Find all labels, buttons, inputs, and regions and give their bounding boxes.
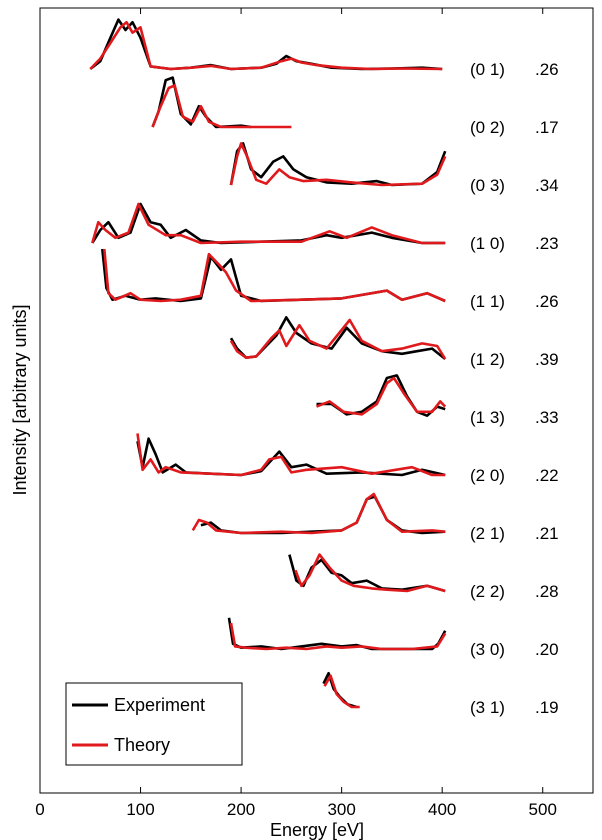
theory-curve <box>103 248 446 303</box>
beam-label: (3 0) <box>470 640 505 659</box>
rfactor-label: .34 <box>535 176 559 195</box>
experiment-curve <box>288 554 446 593</box>
legend-label-theory: Theory <box>114 735 170 755</box>
experiment-curve <box>227 617 447 651</box>
beam-label: (1 2) <box>470 350 505 369</box>
rfactor-label: .33 <box>535 408 559 427</box>
x-tick-label: 200 <box>227 800 255 819</box>
theory-curve <box>229 622 447 651</box>
curves <box>89 18 447 709</box>
legend: Experiment Theory <box>65 682 243 766</box>
theory-curve <box>191 492 446 535</box>
beam-label: (0 1) <box>470 60 505 79</box>
legend-box <box>65 682 243 766</box>
beam-label: (1 0) <box>470 234 505 253</box>
beam-label: (0 2) <box>470 118 505 137</box>
rfactor-label: .20 <box>535 640 559 659</box>
experiment-curve <box>91 202 446 245</box>
beam-label: (1 3) <box>470 408 505 427</box>
theory-curve <box>136 433 446 477</box>
theory-curve <box>229 142 447 187</box>
rfactor-label: .28 <box>535 582 559 601</box>
experiment-curve <box>89 18 443 71</box>
plot-frame <box>39 7 594 794</box>
theory-curve <box>151 84 292 129</box>
rfactor-label: .26 <box>535 292 559 311</box>
x-tick-label: 400 <box>428 800 456 819</box>
rfactor-label: .26 <box>535 60 559 79</box>
beam-label: (1 1) <box>470 292 505 311</box>
theory-curve <box>323 674 360 709</box>
x-axis-title: Energy [eV] <box>270 820 364 840</box>
experiment-curve <box>229 142 447 187</box>
rfactor-label: .39 <box>535 350 559 369</box>
beam-label: (2 1) <box>470 524 505 543</box>
theory-curve <box>316 376 447 416</box>
x-axis: 0 100 200 300 400 500 <box>35 8 557 819</box>
beam-label: (2 0) <box>470 466 505 485</box>
experiment-curve <box>229 316 447 361</box>
x-tick-label: 0 <box>35 800 44 819</box>
rfactor-label: .19 <box>535 698 559 717</box>
rfactor-label: .21 <box>535 524 559 543</box>
x-tick-label: 300 <box>327 800 355 819</box>
theory-curve <box>91 202 446 245</box>
x-tick-label: 500 <box>529 800 557 819</box>
theory-curve <box>89 20 443 71</box>
beam-label: (0 3) <box>470 176 505 195</box>
experiment-curve <box>101 248 446 303</box>
rfactor-label: .22 <box>535 466 559 485</box>
x-tick-label: 100 <box>126 800 154 819</box>
rfactor-label: .23 <box>535 234 559 253</box>
y-axis-title: Intensity [arbitrary units] <box>10 304 30 495</box>
experiment-curve <box>200 495 446 535</box>
rfactor-label: .17 <box>535 118 559 137</box>
experiment-curve <box>151 76 252 129</box>
beam-label: (3 1) <box>470 698 505 717</box>
theory-curve <box>294 553 446 593</box>
legend-label-experiment: Experiment <box>114 695 205 715</box>
theory-curve <box>229 318 447 360</box>
row-labels: (0 1) .26 (0 2) .17 (0 3) .34 (1 0) .23 (1 1) .26… <box>470 60 559 717</box>
beam-label: (2 2) <box>470 582 505 601</box>
